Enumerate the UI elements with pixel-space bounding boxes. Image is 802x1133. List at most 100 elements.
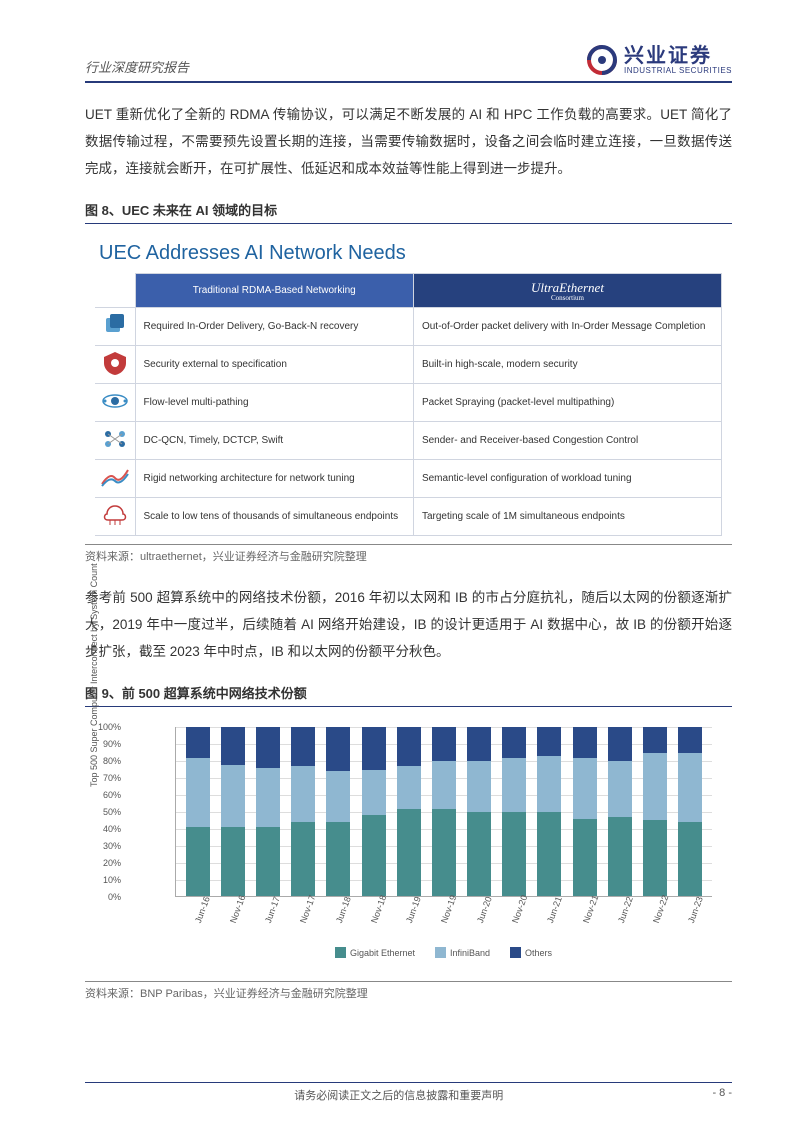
page-number: - 8 - bbox=[712, 1087, 732, 1103]
row-icon bbox=[95, 460, 135, 498]
bar-segment bbox=[608, 817, 632, 896]
bar-segment bbox=[608, 761, 632, 817]
bar-column bbox=[397, 727, 421, 896]
x-tick-label: Nov-20 bbox=[510, 899, 528, 925]
ultra-cell: Built-in high-scale, modern security bbox=[413, 346, 721, 384]
bar-column bbox=[502, 727, 526, 896]
y-tick-label: 60% bbox=[95, 790, 121, 800]
x-tick-label: Jun-17 bbox=[263, 899, 281, 925]
x-tick-label: Nov-17 bbox=[298, 899, 316, 925]
report-category: 行业深度研究报告 bbox=[85, 57, 189, 76]
table-icon-header bbox=[95, 273, 135, 308]
bar-segment bbox=[432, 809, 456, 897]
x-tick-label: Jun-20 bbox=[475, 899, 493, 925]
bar-column bbox=[643, 727, 667, 896]
bar-segment bbox=[678, 727, 702, 752]
bar-segment bbox=[608, 727, 632, 761]
bar-segment bbox=[467, 761, 491, 812]
bar-segment bbox=[467, 812, 491, 897]
y-tick-label: 80% bbox=[95, 756, 121, 766]
x-tick-label: Nov-21 bbox=[581, 899, 599, 925]
bar-segment bbox=[291, 766, 315, 822]
y-tick-label: 70% bbox=[95, 773, 121, 783]
row-icon bbox=[95, 308, 135, 346]
table-row: Security external to specificationBuilt-… bbox=[95, 346, 722, 384]
bar-segment bbox=[643, 727, 667, 752]
ultra-cell: Sender- and Receiver-based Congestion Co… bbox=[413, 422, 721, 460]
bar-segment bbox=[326, 822, 350, 896]
bar-column bbox=[678, 727, 702, 896]
ultra-cell: Targeting scale of 1M simultaneous endpo… bbox=[413, 498, 721, 536]
bar-segment bbox=[291, 822, 315, 896]
traditional-cell: Required In-Order Delivery, Go-Back-N re… bbox=[135, 308, 413, 346]
bar-segment bbox=[678, 753, 702, 822]
bar-column bbox=[291, 727, 315, 896]
bar-column bbox=[467, 727, 491, 896]
figure9-source: 资料来源：BNP Paribas，兴业证券经济与金融研究院整理 bbox=[85, 981, 732, 1001]
figure8-caption: 图 8、UEC 未来在 AI 领域的目标 bbox=[85, 200, 732, 224]
logo-text-en: INDUSTRIAL SECURITIES bbox=[624, 67, 732, 76]
bar-segment bbox=[467, 727, 491, 761]
table-row: Scale to low tens of thousands of simult… bbox=[95, 498, 722, 536]
body-paragraph-2: 参考前 500 超算系统中的网络技术份额，2016 年初以太网和 IB 的市占分… bbox=[85, 584, 732, 665]
y-tick-label: 10% bbox=[95, 875, 121, 885]
bar-segment bbox=[643, 753, 667, 821]
bar-segment bbox=[678, 822, 702, 896]
bar-segment bbox=[502, 727, 526, 757]
y-tick-label: 50% bbox=[95, 807, 121, 817]
table-header-traditional: Traditional RDMA-Based Networking bbox=[135, 273, 413, 308]
y-tick-label: 40% bbox=[95, 824, 121, 834]
ultra-cell: Packet Spraying (packet-level multipathi… bbox=[413, 384, 721, 422]
bar-segment bbox=[326, 771, 350, 822]
bar-segment bbox=[186, 827, 210, 896]
bar-segment bbox=[573, 727, 597, 757]
uec-comparison-table: Traditional RDMA-Based Networking UltraE… bbox=[95, 273, 722, 537]
bar-segment bbox=[573, 819, 597, 897]
bar-segment bbox=[362, 770, 386, 816]
y-tick-label: 20% bbox=[95, 858, 121, 868]
x-tick-label: Nov-18 bbox=[369, 899, 387, 925]
table-row: DC-QCN, Timely, DCTCP, SwiftSender- and … bbox=[95, 422, 722, 460]
bar-segment bbox=[502, 758, 526, 812]
traditional-cell: Security external to specification bbox=[135, 346, 413, 384]
table-row: Required In-Order Delivery, Go-Back-N re… bbox=[95, 308, 722, 346]
ultra-cell: Out-of-Order packet delivery with In-Ord… bbox=[413, 308, 721, 346]
bar-segment bbox=[291, 727, 315, 766]
y-tick-label: 0% bbox=[95, 892, 121, 902]
bar-column bbox=[573, 727, 597, 896]
traditional-cell: Rigid networking architecture for networ… bbox=[135, 460, 413, 498]
figure9-chart: Top 500 Super Computer Interconnect by S… bbox=[85, 717, 732, 977]
x-tick-label: Nov-22 bbox=[651, 899, 669, 925]
legend-item: Gigabit Ethernet bbox=[335, 947, 415, 958]
bar-segment bbox=[256, 768, 280, 827]
figure8-title: UEC Addresses AI Network Needs bbox=[99, 242, 722, 265]
ultra-cell: Semantic-level configuration of workload… bbox=[413, 460, 721, 498]
bar-segment bbox=[537, 727, 561, 756]
chart-plot-area bbox=[175, 727, 712, 897]
bar-segment bbox=[397, 727, 421, 766]
table-row: Rigid networking architecture for networ… bbox=[95, 460, 722, 498]
logo-icon bbox=[586, 45, 618, 75]
legend-item: InfiniBand bbox=[435, 947, 490, 958]
row-icon bbox=[95, 498, 135, 536]
bar-column bbox=[432, 727, 456, 896]
x-tick-label: Jun-16 bbox=[193, 899, 211, 925]
y-tick-label: 100% bbox=[95, 722, 121, 732]
y-tick-label: 30% bbox=[95, 841, 121, 851]
bar-segment bbox=[397, 809, 421, 897]
bar-column bbox=[537, 727, 561, 896]
row-icon bbox=[95, 346, 135, 384]
footer-disclaimer: 请务必阅读正文之后的信息披露和重要声明 bbox=[294, 1087, 503, 1103]
body-paragraph-1: UET 重新优化了全新的 RDMA 传输协议，可以满足不断发展的 AI 和 HP… bbox=[85, 101, 732, 182]
bar-segment bbox=[573, 758, 597, 819]
bar-segment bbox=[221, 727, 245, 764]
traditional-cell: Scale to low tens of thousands of simult… bbox=[135, 498, 413, 536]
bar-segment bbox=[432, 761, 456, 808]
bar-segment bbox=[186, 758, 210, 827]
figure9-caption: 图 9、前 500 超算系统中网络技术份额 bbox=[85, 683, 732, 707]
x-tick-label: Jun-23 bbox=[686, 899, 704, 925]
chart-legend: Gigabit EthernetInfiniBandOthers bbox=[175, 947, 712, 958]
bar-segment bbox=[537, 812, 561, 897]
bar-column bbox=[326, 727, 350, 896]
bar-segment bbox=[256, 727, 280, 768]
